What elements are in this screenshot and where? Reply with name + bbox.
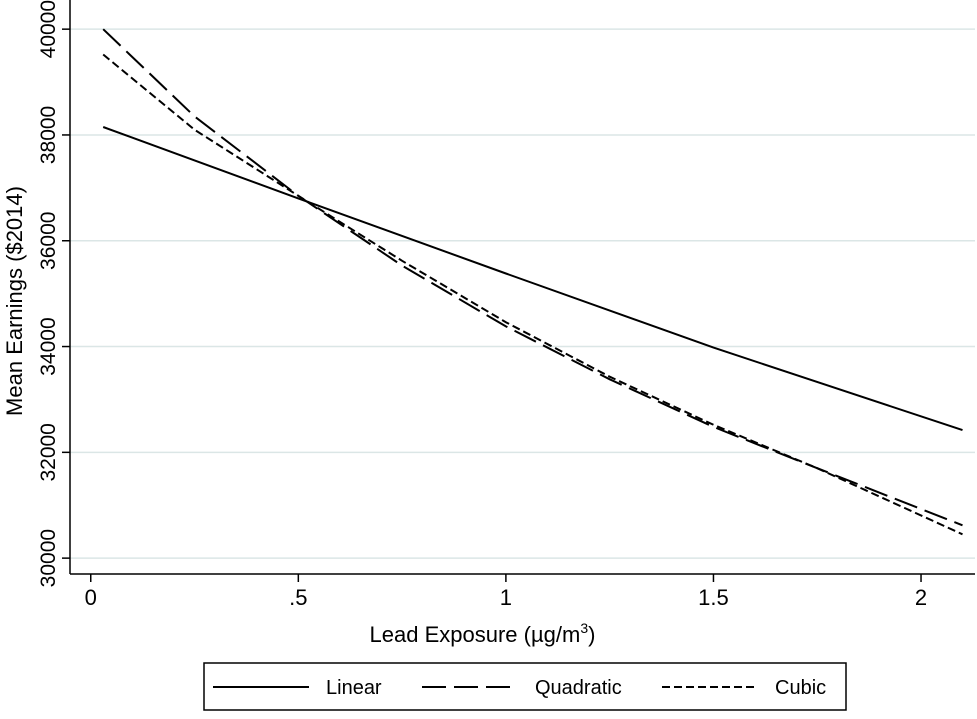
x-axis-title-main: Lead Exposure (µg/m: [370, 622, 581, 647]
x-tick-label: 2: [915, 585, 927, 610]
y-axis-title: Mean Earnings ($2014): [2, 186, 27, 416]
legend-items: Linear Quadratic Cubic: [213, 677, 826, 699]
y-tick-label: 34000: [37, 317, 60, 375]
y-tick-label: 32000: [37, 423, 60, 481]
series-line-1: [102, 28, 963, 527]
y-tick-label: 38000: [37, 106, 60, 164]
x-axis-title: Lead Exposure (µg/m3): [370, 620, 596, 647]
x-tick-label: 1.5: [698, 585, 729, 610]
x-tick-label: .5: [289, 585, 307, 610]
y-tick-label: 40000: [37, 0, 60, 58]
series-line-2: [102, 53, 963, 536]
legend-label-2: Cubic: [775, 677, 826, 699]
legend-label-1: Quadratic: [535, 677, 622, 699]
tick-labels: 30000 32000 34000 36000 38000 40000 0 .5 1 1.5 2: [37, 0, 927, 610]
gridlines: [70, 28, 975, 559]
x-axis-title-superscript: 3: [580, 620, 588, 636]
y-tick-label: 30000: [37, 529, 60, 587]
axes: [69, 0, 975, 575]
legend: Linear Quadratic Cubic: [203, 662, 847, 711]
x-axis-title-close: ): [588, 622, 595, 647]
series-line-0: [102, 126, 963, 432]
y-tick-label: 36000: [37, 212, 60, 270]
tick-marks: [62, 28, 922, 582]
series-lines: [102, 28, 963, 536]
legend-label-0: Linear: [326, 677, 382, 699]
x-tick-label: 1: [500, 585, 512, 610]
x-tick-label: 0: [85, 585, 97, 610]
